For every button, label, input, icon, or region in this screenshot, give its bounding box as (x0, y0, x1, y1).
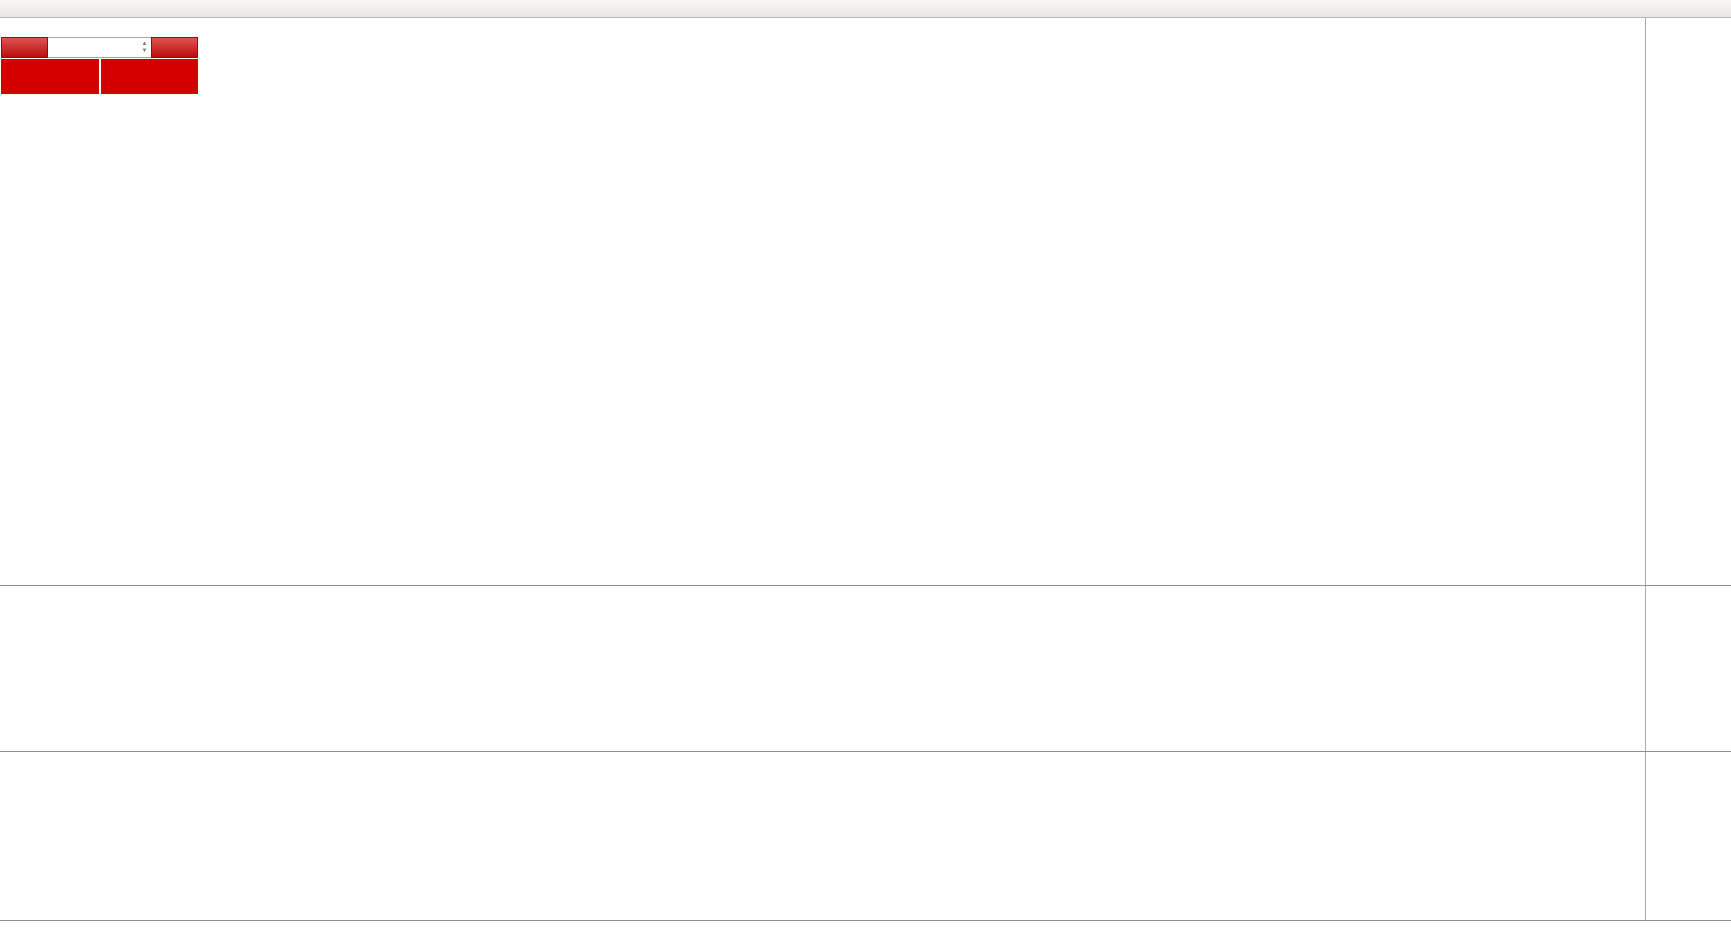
rsi-header (4, 755, 18, 767)
panel-separator[interactable] (0, 585, 1731, 586)
volume-decrease-button[interactable]: ▼ (141, 47, 148, 54)
main-toolbar (0, 0, 1731, 18)
sell-button[interactable] (1, 37, 48, 58)
volume-field: ▲ ▼ (48, 37, 151, 58)
macd-header (4, 589, 25, 601)
one-click-trade-panel: ▲ ▼ (1, 37, 198, 94)
buy-button[interactable] (151, 37, 198, 58)
sell-price-button[interactable] (1, 59, 99, 94)
price-axis-separator (1645, 18, 1646, 921)
buy-price-button[interactable] (100, 59, 198, 94)
panel-separator[interactable] (0, 751, 1731, 752)
volume-spinner: ▲ ▼ (138, 41, 151, 55)
panel-separator[interactable] (0, 920, 1731, 921)
chart-title (5, 20, 35, 34)
volume-increase-button[interactable]: ▲ (141, 40, 148, 47)
